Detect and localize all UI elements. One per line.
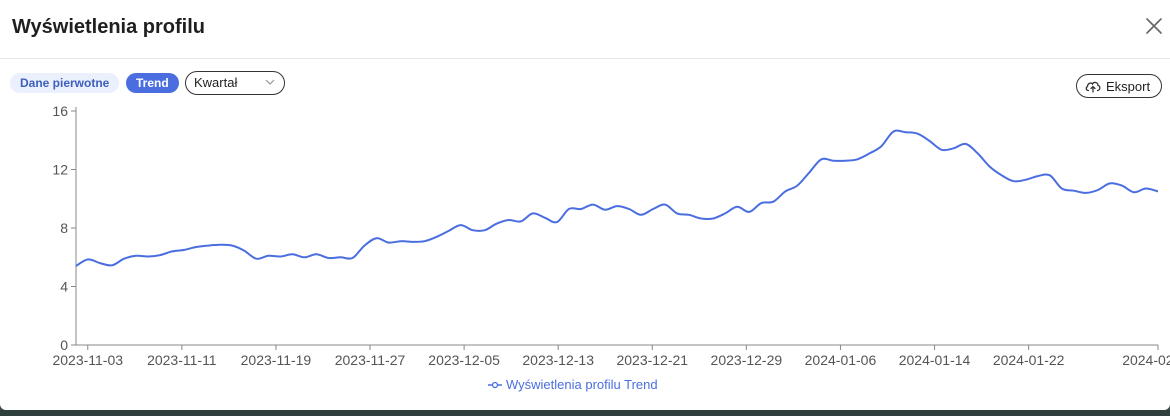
- background-strip: [0, 410, 1170, 416]
- y-tick-label: 0: [60, 337, 68, 353]
- x-tick-label: 2023-11-03: [52, 352, 123, 368]
- chart-series: [75, 129, 1159, 267]
- x-tick-label: 2024-01-22: [993, 352, 1065, 368]
- legend-line-marker-icon: [488, 381, 502, 388]
- x-tick-label: 2024-01-14: [899, 352, 971, 368]
- y-axis: 0 4 8 12 16: [52, 103, 77, 353]
- raw-data-toggle[interactable]: Dane pierwotne: [10, 73, 120, 93]
- period-select[interactable]: Kwartał: [185, 71, 285, 95]
- series-line-profile-views-trend: [75, 129, 1159, 267]
- period-select-value: Kwartał: [194, 75, 238, 90]
- y-tick-label: 16: [52, 103, 68, 119]
- x-tick-label: 2023-12-13: [522, 352, 594, 368]
- x-tick-label: 2023-12-29: [711, 352, 783, 368]
- legend-label: Wyświetlenia profilu Trend: [506, 377, 658, 392]
- x-tick-label: 2023-12-05: [428, 352, 500, 368]
- x-axis: 2023-11-03 2023-11-11 2023-11-19 2023-11-27…: [52, 344, 1170, 368]
- export-label: Eksport: [1106, 79, 1151, 94]
- cloud-upload-icon: [1085, 81, 1101, 93]
- modal-header: Wyświetlenia profilu: [0, 0, 1170, 59]
- export-button[interactable]: Eksport: [1076, 74, 1162, 98]
- y-tick-label: 4: [60, 279, 68, 295]
- x-tick-label: 2024-02-02: [1122, 352, 1170, 368]
- y-tick-label: 12: [52, 162, 68, 178]
- legend-item[interactable]: Wyświetlenia profilu Trend: [488, 377, 658, 392]
- x-tick-label: 2024-01-06: [805, 352, 877, 368]
- trend-toggle[interactable]: Trend: [126, 73, 179, 93]
- close-icon[interactable]: [1142, 14, 1166, 38]
- x-tick-label: 2023-11-19: [241, 352, 312, 368]
- x-tick-label: 2023-11-11: [147, 352, 217, 368]
- modal-title: Wyświetlenia profilu: [12, 16, 205, 38]
- x-tick-label: 2023-11-27: [335, 352, 406, 368]
- y-tick-label: 8: [60, 220, 68, 236]
- x-tick-label: 2023-12-21: [616, 352, 688, 368]
- chevron-down-icon: [265, 79, 275, 85]
